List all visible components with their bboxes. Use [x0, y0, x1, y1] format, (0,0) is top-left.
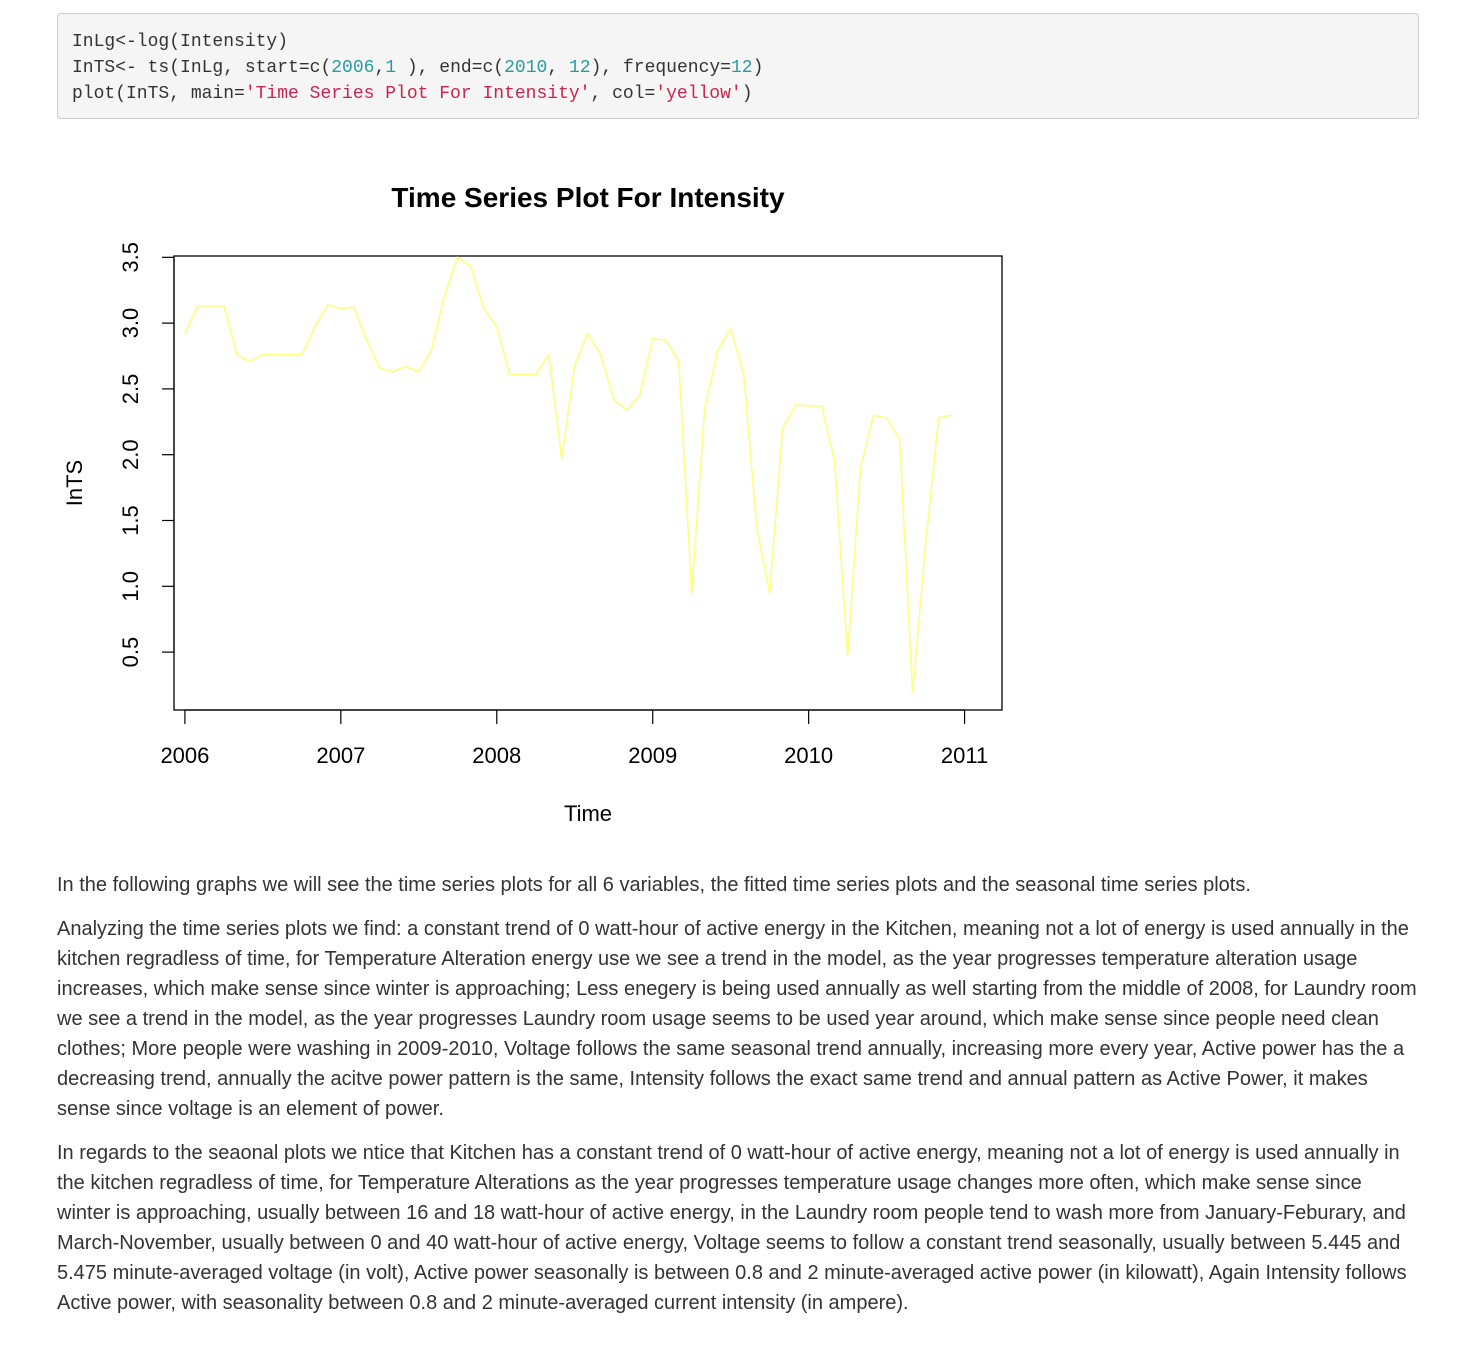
- code-line-1: InLg<-log(Intensity): [72, 29, 1404, 55]
- x-tick-label: 2010: [784, 743, 833, 768]
- paragraph-seasonal-analysis: In regards to the seaonal plots we ntice…: [57, 1142, 1407, 1314]
- intensity-series-line: [184, 256, 952, 693]
- x-axis-label: Time: [564, 801, 612, 826]
- paragraph-trend-analysis: Analyzing the time series plots we find:…: [57, 918, 1417, 1120]
- code-number: 12: [568, 58, 591, 78]
- code-number: 2006: [331, 58, 375, 78]
- code-text: InTS<- ts(InLg, start=c(: [72, 58, 332, 78]
- x-tick-label: 2011: [941, 743, 988, 768]
- x-tick-label: 2006: [160, 743, 209, 768]
- code-line-3: plot(InTS, main='Time Series Plot For In…: [72, 81, 1404, 107]
- code-number: 1: [385, 58, 397, 78]
- y-tick-label: 1.0: [118, 571, 143, 602]
- x-axis: 2006 2007 2008 2009 2010 2011: [160, 709, 988, 768]
- y-tick-label: 1.5: [118, 505, 143, 536]
- code-line-2: InTS<- ts(InLg, start=c(2006,1 ), end=c(…: [72, 55, 1404, 81]
- y-tick-label: 3.0: [118, 308, 143, 339]
- code-text: ): [741, 84, 753, 104]
- code-text: , col=: [590, 84, 656, 104]
- code-text: plot(InTS, main=: [72, 84, 245, 104]
- code-text: ,: [547, 58, 569, 78]
- code-number: 2010: [504, 58, 548, 78]
- y-tick-label: 3.5: [118, 242, 143, 273]
- chart-title: Time Series Plot For Intensity: [391, 182, 785, 213]
- y-axis: 0.5 1.0 1.5 2.0 2.5 3.0 3.5: [118, 242, 175, 668]
- x-tick-label: 2007: [316, 743, 365, 768]
- code-text: ), end=c(: [396, 58, 505, 78]
- paragraph-intro: In the following graphs we will see the …: [57, 874, 1251, 896]
- code-number: 12: [731, 58, 753, 78]
- analysis-text: In the following graphs we will see the …: [57, 870, 1419, 1332]
- code-text: InLg<-log(Intensity): [72, 32, 289, 52]
- y-tick-label: 2.0: [118, 439, 143, 470]
- code-block: InLg<-log(Intensity) InTS<- ts(InLg, sta…: [57, 13, 1419, 119]
- code-string: 'yellow': [655, 84, 742, 104]
- x-tick-label: 2009: [628, 743, 677, 768]
- code-string: 'Time Series Plot For Intensity': [244, 84, 591, 104]
- y-axis-label: InTS: [62, 460, 87, 506]
- x-tick-label: 2008: [472, 743, 521, 768]
- time-series-chart: Time Series Plot For Intensity 0.5 1.0 1.5…: [0, 150, 1474, 850]
- code-text: ,: [374, 58, 386, 78]
- y-tick-label: 0.5: [118, 637, 143, 668]
- plot-area: [173, 255, 1003, 711]
- code-text: ), frequency=: [590, 58, 731, 78]
- code-text: ): [752, 58, 764, 78]
- y-tick-label: 2.5: [118, 374, 143, 405]
